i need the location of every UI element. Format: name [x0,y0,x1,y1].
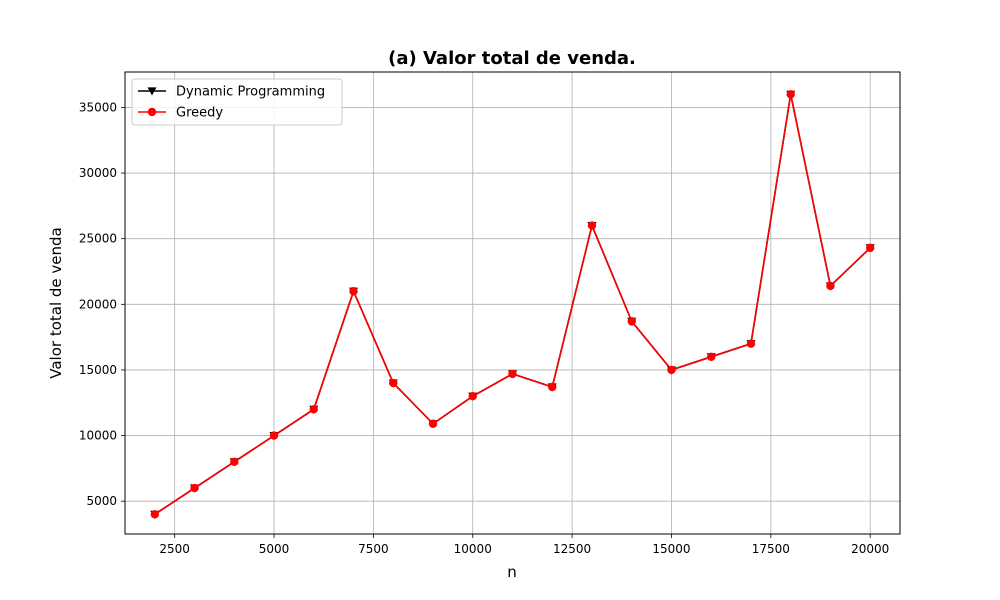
x-tick-label: 5000 [259,542,290,556]
x-axis-label: n [507,563,517,581]
axis-ticks: 2500 5000 7500 10000 12500 15000 17500 20000 500… [79,100,889,556]
data-point [309,405,318,414]
chart-title: (a) Valor total de venda. [388,48,636,69]
x-tick-label: 17500 [752,542,790,556]
y-tick-label: 5000 [86,494,117,508]
y-tick-label: 15000 [79,363,117,377]
data-point [667,365,676,375]
legend: Dynamic Programming Greedy [131,78,343,126]
y-tick-label: 25000 [79,232,117,246]
data-point [150,510,160,519]
data-point [627,317,636,326]
legend-box [131,78,343,126]
series [150,90,875,519]
data-point [468,391,477,401]
legend-entry: Dynamic Programming [138,85,325,100]
legend-label: Dynamic Programming [176,85,325,100]
x-tick-label: 12500 [553,542,591,556]
x-tick-label: 2500 [159,542,190,556]
y-tick-label: 10000 [79,429,117,443]
data-point [428,419,438,428]
series-greedy [150,90,875,519]
data-point [349,286,358,296]
legend-label: Greedy [176,106,223,121]
y-tick-label: 35000 [79,100,117,114]
data-point [865,243,875,253]
y-tick-label: 30000 [79,166,117,180]
data-point [746,339,756,348]
plot-area [124,71,901,535]
x-tick-label: 15000 [652,542,690,556]
data-point [826,281,835,291]
legend-entry: Greedy [138,106,223,121]
data-point [548,382,557,392]
data-point [508,369,517,379]
data-point [389,378,398,388]
x-tick-label: 10000 [454,542,492,556]
x-tick-label: 20000 [851,542,889,556]
data-point [230,457,239,467]
y-axis-label: Valor total de venda [47,227,65,378]
legend-marker [147,107,157,117]
data-point [190,483,199,493]
data-point [707,352,716,362]
data-point [269,431,279,440]
data-point [786,90,795,99]
legend-marker [147,87,157,96]
data-point [587,221,597,230]
y-tick-label: 20000 [79,297,117,311]
x-tick-label: 7500 [358,542,389,556]
